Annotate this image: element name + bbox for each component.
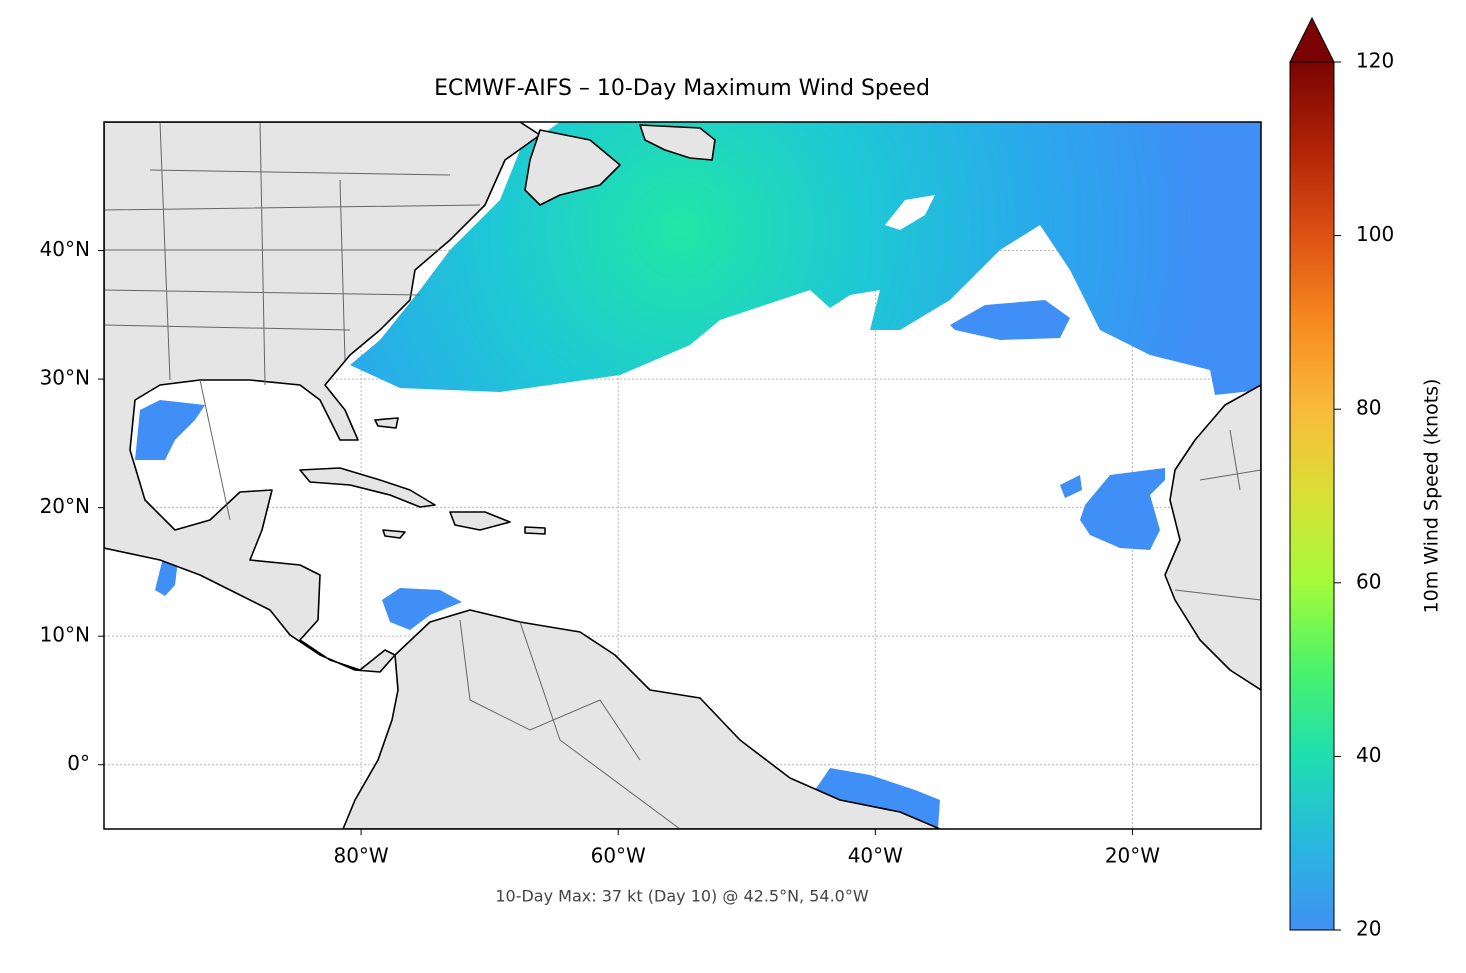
colorbar-tick-label: 80 (1356, 396, 1381, 420)
wind-field (815, 768, 940, 829)
land (104, 122, 541, 673)
calm-area (885, 195, 935, 230)
wind-field (155, 560, 178, 596)
y-tick-label: 20°N (40, 494, 90, 518)
island (449, 511, 511, 531)
island (524, 526, 546, 535)
x-tick-label: 20°W (1105, 844, 1160, 868)
colorbar-tick-label: 120 (1356, 49, 1394, 73)
island (374, 417, 399, 429)
wind-field (1080, 468, 1165, 550)
island (382, 529, 406, 539)
colorbar-label: 10m Wind Speed (knots) (1421, 379, 1443, 614)
annotation: 10-Day Max: 37 kt (Day 10) @ 42.5°N, 54.… (495, 887, 869, 906)
colorbar-tick-label: 60 (1356, 569, 1381, 593)
colorbar-extension (1289, 16, 1335, 63)
colorbar-tick-label: 20 (1356, 917, 1381, 941)
x-tick-label: 80°W (333, 844, 388, 868)
land (1164, 384, 1261, 691)
wind-field (135, 400, 205, 460)
y-tick-label: 0° (67, 751, 90, 775)
island (299, 467, 436, 508)
wind-field (382, 588, 462, 630)
colorbar-tick-label: 40 (1356, 743, 1381, 767)
axes: 80°W 60°W 40°W 20°W 0° 10°N 20°N 30°N 40°N (40, 237, 1161, 867)
x-tick-label: 40°W (848, 844, 903, 868)
land (639, 124, 716, 161)
x-tick-label: 60°W (591, 844, 646, 868)
wind-field (950, 300, 1070, 340)
land (524, 129, 621, 206)
y-tick-label: 30°N (40, 366, 90, 390)
y-tick-label: 40°N (40, 237, 90, 261)
plot-frame (103, 121, 1262, 830)
borders (104, 122, 1261, 829)
colorbar (1289, 61, 1335, 931)
wind-field (1060, 475, 1082, 498)
chart-title: ECMWF-AIFS – 10-Day Maximum Wind Speed (434, 76, 930, 101)
colorbar-tick-label: 100 (1356, 222, 1394, 246)
y-tick-label: 10°N (40, 623, 90, 647)
map-layers (104, 122, 1261, 829)
